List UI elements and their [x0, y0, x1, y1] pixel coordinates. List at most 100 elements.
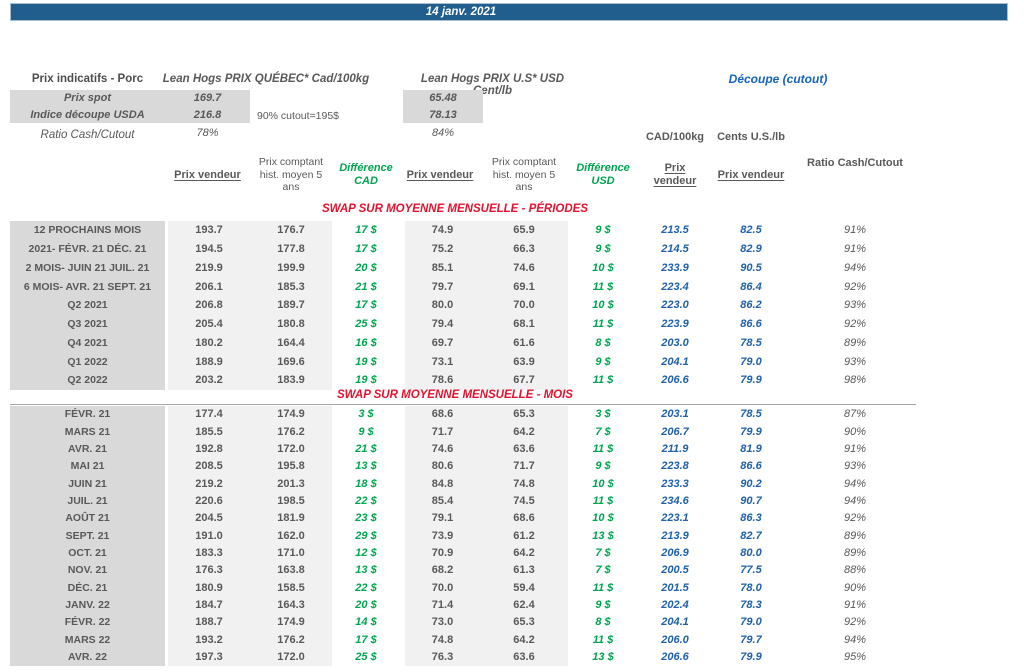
cell-cutout-cad: 223.9 [661, 318, 689, 331]
cell-period-label: Q3 2021 [10, 314, 165, 334]
cell-prix-comptant-usd: 59.4 [480, 578, 568, 597]
cell-prix-comptant-usd: 74.6 [480, 258, 568, 278]
cell-ratio: 94% [843, 633, 867, 646]
cell-prix-vendeur-cad: 183.3 [165, 544, 250, 562]
cell-ratio: 91% [843, 224, 867, 237]
cell-difference-cad: 29 $ [355, 529, 377, 542]
col-cutout-prix-vendeur-cad: Prix vendeur [653, 162, 697, 187]
cell-period-label: Q4 2021 [10, 333, 165, 353]
cell-prix-comptant-usd: 66.3 [480, 239, 568, 259]
cell-difference-usd: 10 $ [592, 299, 614, 312]
cell-prix-vendeur-cad: 194.5 [165, 239, 250, 259]
cutout-header: Découpe (cutout) [728, 72, 828, 86]
cell-prix-comptant-usd: 64.2 [480, 422, 568, 441]
cell-difference-usd: 13 $ [592, 529, 614, 542]
cell-difference-cad: 25 $ [355, 650, 377, 663]
cell-cutout-usd: 79.0 [740, 616, 762, 629]
cell-difference-cad: 17 $ [355, 633, 377, 646]
cell-cutout-cad: 203.0 [661, 336, 689, 349]
cell-prix-vendeur-cad: 219.9 [165, 258, 250, 278]
cell-prix-vendeur-usd: 71.7 [400, 422, 480, 441]
cell-prix-comptant-usd: 61.2 [480, 526, 568, 545]
cell-period-label: OCT. 21 [10, 544, 165, 562]
cell-prix-vendeur-usd: 73.1 [400, 352, 480, 371]
cell-ratio: 92% [843, 616, 867, 629]
cell-ratio: 91% [843, 442, 867, 455]
cell-prix-vendeur-cad: 185.5 [165, 422, 250, 441]
cell-prix-comptant-cad: 176.7 [250, 221, 332, 240]
cell-difference-usd: 13 $ [592, 650, 614, 663]
cell-prix-vendeur-cad: 204.5 [165, 509, 250, 527]
cell-difference-usd: 10 $ [592, 477, 614, 490]
cell-ratio: 93% [843, 299, 867, 312]
cell-prix-vendeur-cad: 184.7 [165, 596, 250, 614]
cell-period-label: Q2 2022 [10, 371, 165, 390]
cell-prix-vendeur-cad: 177.4 [165, 405, 250, 423]
cell-prix-comptant-cad: 195.8 [250, 457, 332, 475]
section-header: SWAP SUR MOYENNE MENSUELLE - MOIS [337, 389, 573, 401]
cell-cutout-cad: 202.4 [661, 598, 689, 611]
row-label-column-spacer [10, 148, 165, 202]
section-rows: 12 PROCHAINS MOIS 193.7 176.7 17 $ 74.9 65.9 9… [10, 221, 920, 390]
section-divider-line [10, 404, 916, 405]
cell-cutout-usd: 90.5 [740, 261, 762, 274]
cell-prix-comptant-cad: 201.3 [250, 474, 332, 493]
cell-cutout-cad: 213.9 [661, 529, 689, 542]
cell-cutout-usd: 86.6 [740, 460, 762, 473]
cell-prix-comptant-usd: 62.4 [480, 596, 568, 614]
cell-prix-comptant-usd: 74.8 [480, 474, 568, 493]
col-prix-vendeur-usd: Prix vendeur [406, 168, 474, 181]
cell-cutout-usd: 80.0 [740, 546, 762, 559]
col-prix-comptant-usd: Prix comptant hist. moyen 5 ans [491, 156, 557, 194]
cell-cutout-cad: 204.1 [661, 355, 689, 368]
spot-cad-value: 169.7 [193, 92, 222, 105]
cell-prix-comptant-cad: 163.8 [250, 561, 332, 579]
cell-ratio: 91% [843, 243, 867, 256]
cell-prix-comptant-usd: 67.7 [480, 371, 568, 390]
cell-prix-comptant-usd: 69.1 [480, 277, 568, 296]
cell-prix-vendeur-cad: 197.3 [165, 648, 250, 666]
table-column-headers: Prix vendeur Prix comptant hist. moyen 5… [10, 148, 920, 202]
cell-prix-comptant-cad: 177.8 [250, 239, 332, 259]
cell-difference-cad: 20 $ [355, 598, 377, 611]
cell-difference-cad: 21 $ [355, 280, 377, 293]
cell-ratio: 87% [843, 408, 867, 421]
cell-ratio: 90% [843, 581, 867, 594]
report-date: 14 janv. 2021 [425, 6, 497, 18]
cell-prix-comptant-cad: 174.9 [250, 405, 332, 423]
cell-difference-usd: 8 $ [595, 336, 611, 349]
cell-difference-usd: 9 $ [595, 243, 611, 256]
cell-prix-comptant-cad: 176.2 [250, 630, 332, 649]
cell-prix-comptant-usd: 71.7 [480, 457, 568, 475]
cell-prix-vendeur-cad: 193.2 [165, 630, 250, 649]
cell-prix-vendeur-usd: 80.0 [400, 296, 480, 315]
cell-cutout-cad: 206.6 [661, 374, 689, 387]
col-difference-usd: Différence USD [576, 162, 630, 187]
cell-cutout-usd: 79.9 [740, 425, 762, 438]
cell-cutout-cad: 233.3 [661, 477, 689, 490]
cell-period-label: JANV. 22 [10, 596, 165, 614]
cell-difference-usd: 11 $ [592, 633, 614, 646]
cell-prix-vendeur-usd: 68.2 [400, 561, 480, 579]
cell-prix-comptant-cad: 180.8 [250, 314, 332, 334]
cell-period-label: AVR. 21 [10, 440, 165, 458]
cell-period-label: FÉVR. 21 [10, 405, 165, 423]
cell-prix-comptant-usd: 63.6 [480, 440, 568, 458]
cell-cutout-cad: 223.1 [661, 512, 689, 525]
cell-prix-vendeur-cad: 176.3 [165, 561, 250, 579]
cell-prix-comptant-cad: 198.5 [250, 492, 332, 510]
cell-cutout-usd: 81.9 [740, 442, 762, 455]
cell-prix-comptant-cad: 185.3 [250, 277, 332, 296]
cell-prix-vendeur-usd: 85.1 [400, 258, 480, 278]
cell-difference-cad: 23 $ [355, 512, 377, 525]
cell-ratio: 94% [843, 477, 867, 490]
cell-difference-usd: 10 $ [592, 512, 614, 525]
cell-prix-vendeur-usd: 73.0 [400, 613, 480, 631]
cell-prix-comptant-usd: 64.2 [480, 544, 568, 562]
cell-cutout-usd: 90.2 [740, 477, 762, 490]
cell-prix-vendeur-cad: 205.4 [165, 314, 250, 334]
cell-cutout-cad: 234.6 [661, 494, 689, 507]
cell-prix-comptant-cad: 162.0 [250, 526, 332, 545]
cell-period-label: JUIL. 21 [10, 492, 165, 510]
